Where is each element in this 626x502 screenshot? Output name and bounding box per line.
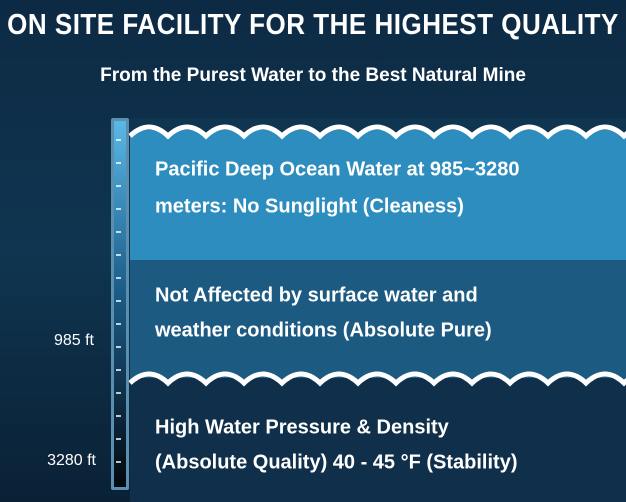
band-text: High Water Pressure & Density (155, 416, 450, 438)
wave-line (128, 124, 626, 140)
gauge (114, 121, 126, 487)
depth-label: 3280 ft (47, 452, 96, 469)
depth-label: 985 ft (54, 332, 95, 349)
band-text: Not Affected by surface water and (155, 284, 478, 306)
band-text: weather conditions (Absolute Pure) (154, 319, 492, 341)
subtitle: From the Purest Water to the Best Natura… (100, 65, 526, 86)
title: ON SITE FACILITY FOR THE HIGHEST QUALITY (7, 8, 619, 40)
gauge-ticks (116, 139, 121, 463)
waves (128, 118, 626, 387)
band-deep (130, 378, 626, 502)
band-text: meters: No Sunglight (Cleaness) (155, 195, 464, 217)
band-surface (130, 130, 626, 260)
wave-line (128, 371, 626, 387)
band-text: Pacific Deep Ocean Water at 985~3280 (155, 158, 519, 180)
band-text: (Absolute Quality) 40 - 45 °F (Stability… (155, 451, 518, 473)
band-middle (130, 260, 626, 378)
